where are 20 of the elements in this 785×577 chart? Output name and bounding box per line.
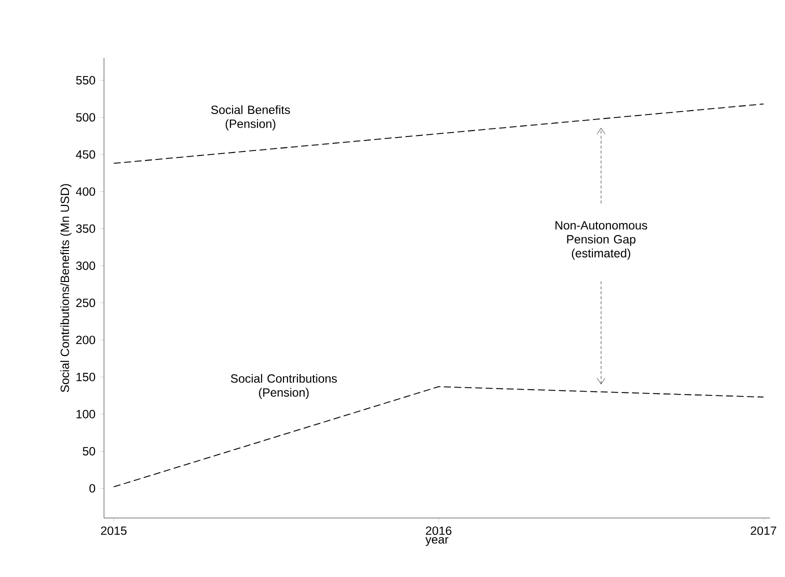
y-tick-label: 150 bbox=[76, 372, 96, 382]
series-label: Social Contributions (Pension) bbox=[230, 374, 337, 400]
y-tick-label: 550 bbox=[76, 76, 96, 84]
y-tick-label: 350 bbox=[76, 224, 96, 233]
series-label: Social Benefits (Pension) bbox=[211, 105, 290, 130]
y-tick-label: 0 bbox=[89, 484, 96, 493]
x-axis-title: year bbox=[425, 537, 448, 546]
y-tick-label: 450 bbox=[76, 150, 96, 159]
x-tick-label: 2015 bbox=[101, 526, 127, 535]
y-tick-label: 200 bbox=[76, 336, 96, 344]
x-tick-label: 2016 bbox=[426, 526, 452, 535]
y-tick-label: 250 bbox=[76, 298, 96, 308]
y-tick-label: 50 bbox=[82, 447, 96, 456]
y-tick-label: 300 bbox=[76, 262, 96, 270]
y-axis-title: Social Contributions/Benefits (Mn USD) bbox=[60, 184, 72, 392]
y-tick-label: 400 bbox=[76, 187, 96, 196]
y-tick-label: 500 bbox=[76, 113, 96, 122]
x-tick-label: 2017 bbox=[750, 526, 776, 535]
annotation: Non-Autonomous Pension Gap (estimated) bbox=[556, 221, 648, 260]
y-tick-label: 100 bbox=[76, 410, 96, 418]
